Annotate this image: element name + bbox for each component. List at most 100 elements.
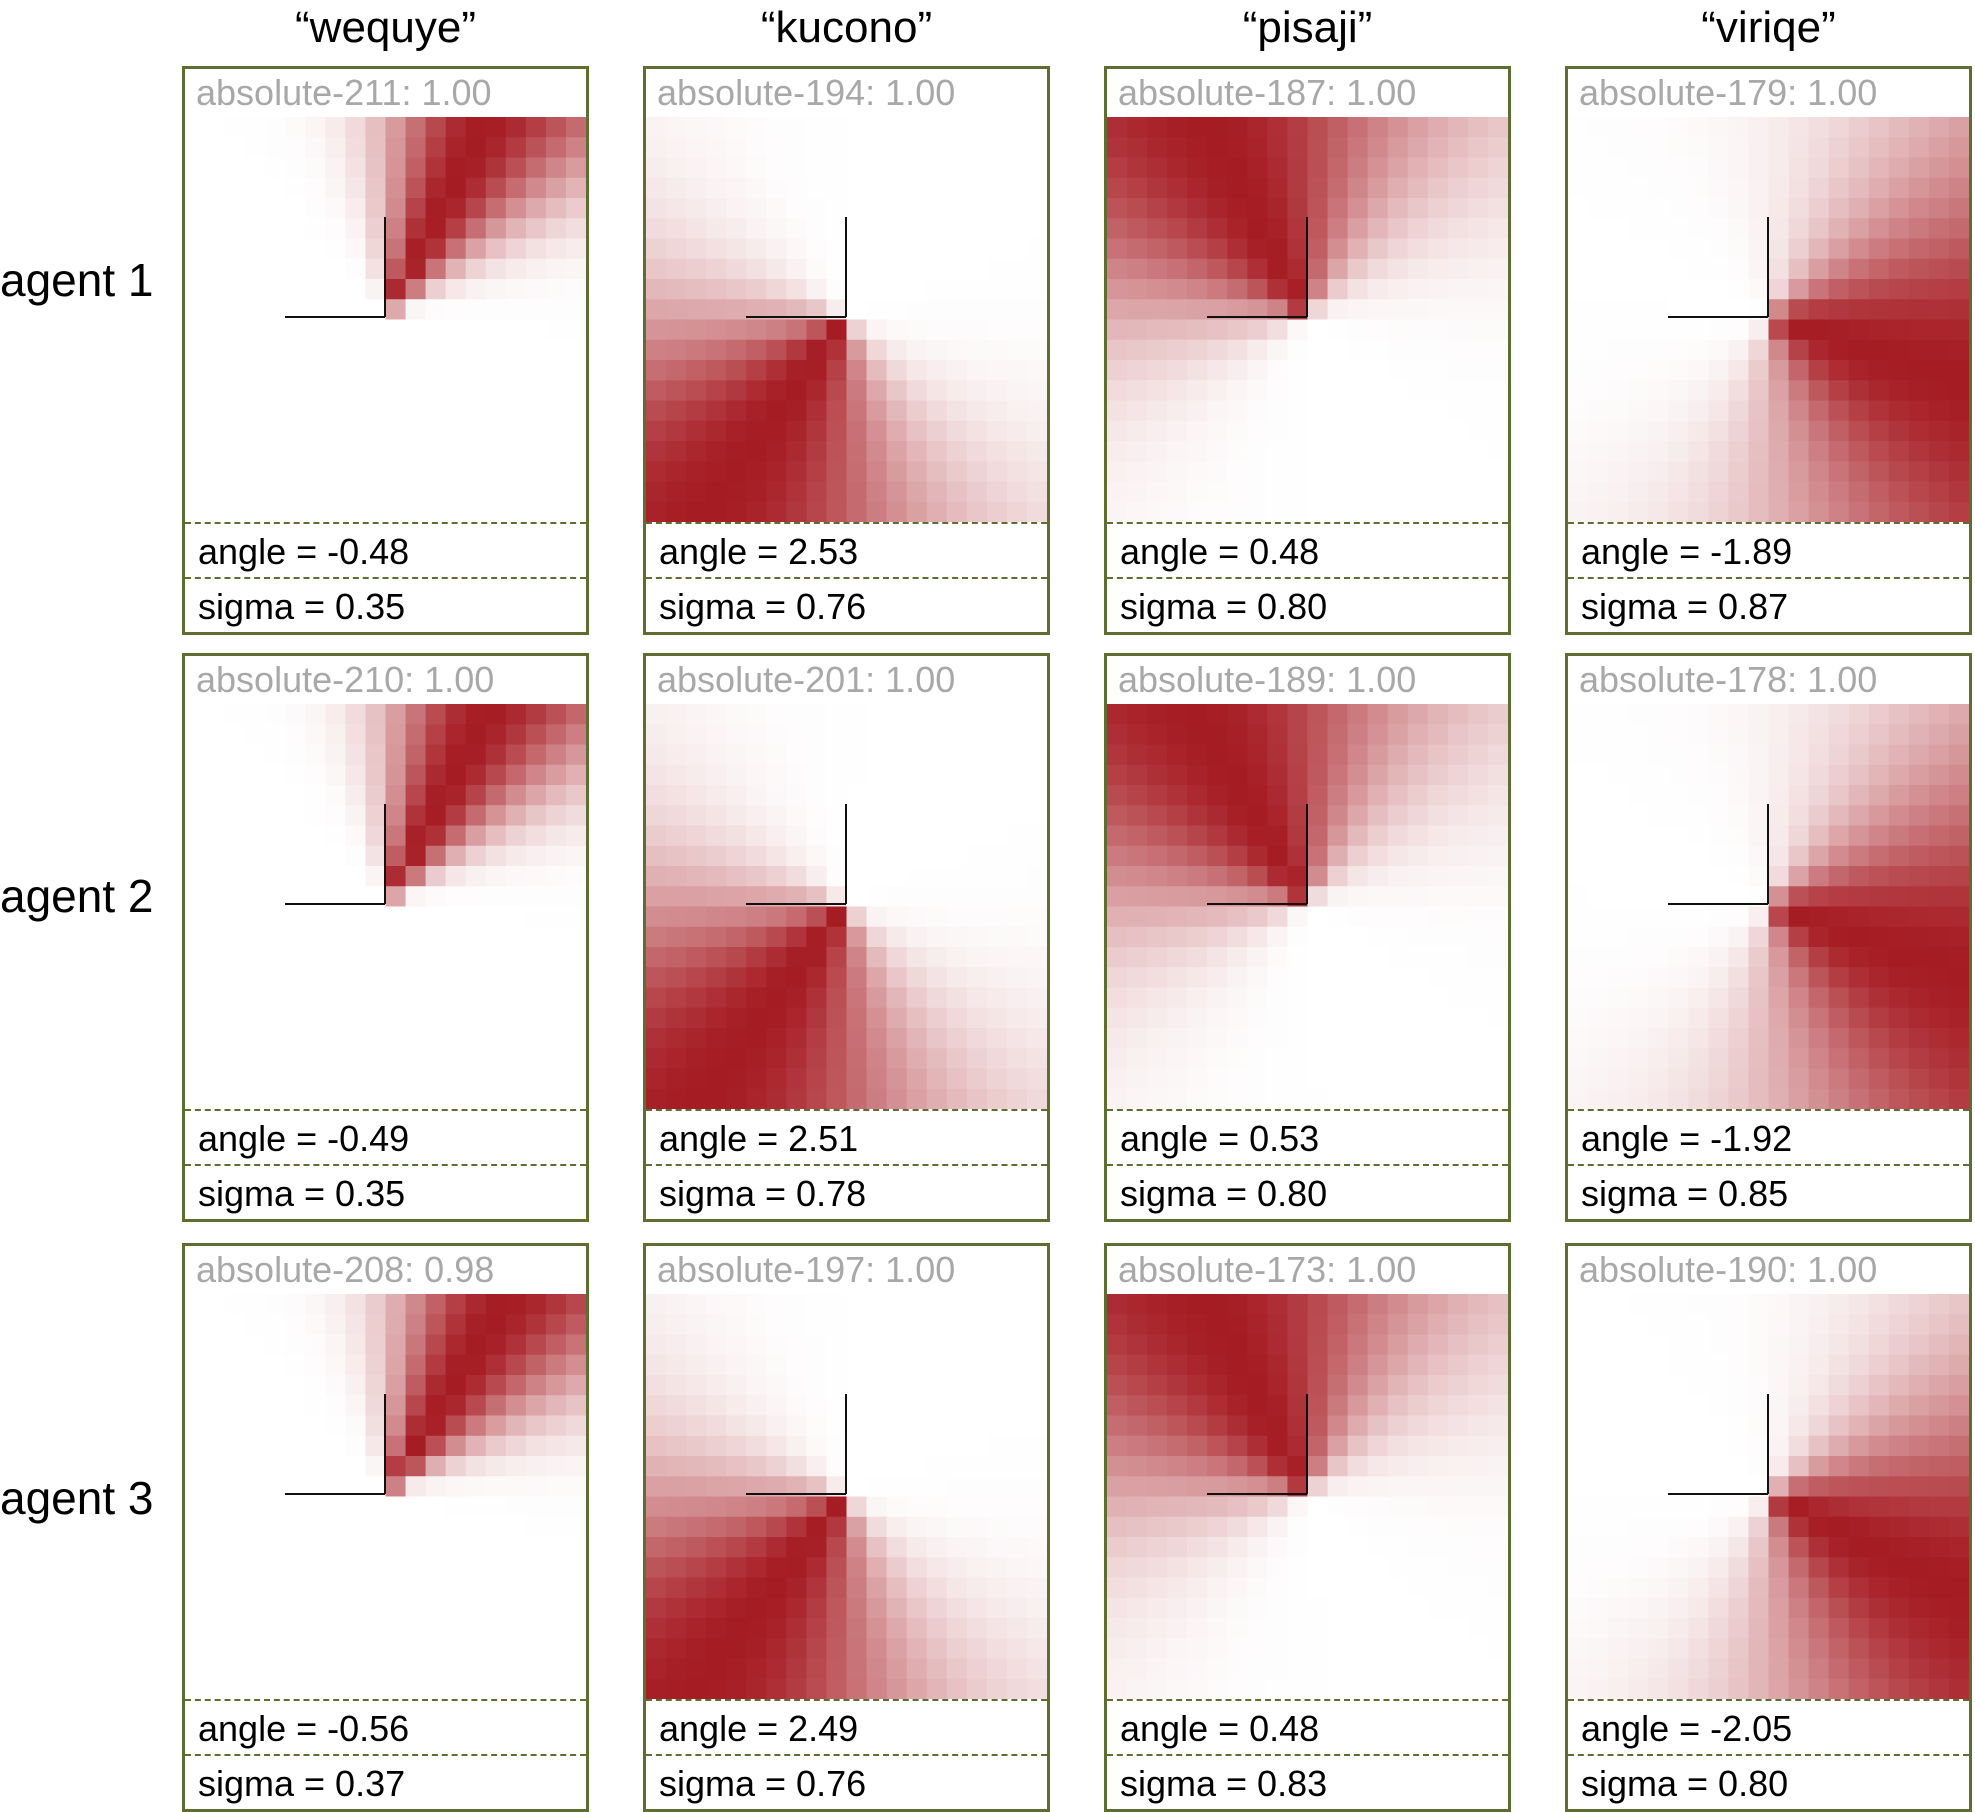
heatmap-cell	[345, 987, 366, 1009]
heatmap-cell	[1748, 279, 1769, 300]
heatmap-cell	[285, 400, 306, 422]
heatmap-cell	[826, 117, 847, 138]
heatmap-cell	[1387, 926, 1409, 948]
heatmap-cell	[1868, 218, 1890, 239]
heatmap-cell	[525, 258, 547, 280]
heatmap-cell	[1568, 1375, 1589, 1396]
heatmap-cell	[1247, 764, 1268, 786]
heatmap-cell	[1588, 1638, 1609, 1659]
heatmap-cell	[545, 967, 567, 988]
heatmap-cell	[1207, 947, 1228, 968]
heatmap-cell	[1888, 1678, 1910, 1699]
heatmap-cell	[846, 1435, 867, 1457]
heatmap-cell	[946, 177, 968, 199]
heatmap-cell	[686, 704, 707, 725]
heatmap-cell	[345, 1577, 366, 1599]
heatmap-cell	[485, 1354, 507, 1376]
heatmap-cell	[1387, 805, 1409, 826]
heatmap-cell	[445, 825, 467, 847]
heatmap-cell	[1387, 744, 1409, 766]
heatmap-cell	[1848, 926, 1870, 948]
heatmap-cell	[1668, 1007, 1689, 1029]
heatmap-cell	[465, 1068, 487, 1090]
heatmap-cell	[1427, 1314, 1449, 1335]
heatmap-cell	[1167, 441, 1188, 462]
heatmap-cell	[646, 1375, 667, 1396]
heatmap-cell	[305, 360, 326, 381]
heatmap-cell	[1287, 238, 1308, 260]
heatmap-cell	[906, 1516, 928, 1538]
heatmap-cell	[906, 1334, 928, 1356]
heatmap-cell	[1708, 360, 1729, 381]
heatmap-cell	[746, 866, 767, 887]
heatmap-cell	[1367, 461, 1389, 482]
heatmap-cell	[465, 400, 487, 422]
heatmap-cell	[686, 258, 707, 280]
heatmap-cell	[1628, 1597, 1649, 1619]
heatmap-cell	[1668, 1415, 1689, 1437]
heatmap-cell	[826, 1354, 847, 1376]
heatmap-cell	[1167, 1496, 1188, 1518]
heatmap-cell	[1307, 1354, 1328, 1376]
panel-r1-c3: absolute-187: 1.00 angle = 0.48 sigma = 0.…	[1104, 66, 1511, 635]
heatmap-cell	[806, 805, 827, 826]
heatmap-cell	[1367, 481, 1389, 503]
heatmap-cell	[726, 1618, 747, 1639]
heatmap-cell	[906, 1537, 928, 1558]
heatmap-cell	[465, 1537, 487, 1558]
heatmap-cell	[946, 1068, 968, 1090]
heatmap-cell	[1668, 1334, 1689, 1356]
heatmap-cell	[1287, 1678, 1308, 1699]
heatmap-cell	[846, 380, 867, 401]
heatmap-cell	[1247, 906, 1268, 928]
heatmap-cell	[726, 704, 747, 725]
heatmap-cell	[1608, 1048, 1629, 1069]
heatmap-cell	[1006, 1476, 1028, 1497]
heatmap-cell	[906, 380, 928, 401]
heatmap-cell	[1908, 1354, 1930, 1376]
heatmap-cell	[1788, 420, 1809, 442]
heatmap-cell	[1848, 886, 1870, 907]
heatmap-cell	[1588, 218, 1609, 239]
heatmap-cell	[1588, 198, 1609, 219]
heatmap-cell	[465, 1294, 487, 1315]
heatmap-cell	[325, 1557, 346, 1578]
heatmap-cell	[445, 1375, 467, 1396]
heatmap-cell	[1828, 1516, 1850, 1538]
heatmap-cell	[305, 1476, 326, 1497]
heatmap-cell	[405, 845, 426, 867]
heatmap-cell	[285, 1496, 306, 1518]
heatmap-cell	[1928, 441, 1950, 462]
heatmap-cell	[986, 1577, 1008, 1599]
heatmap-cell	[926, 117, 948, 138]
heatmap-cell	[205, 1375, 226, 1396]
heatmap-cell	[826, 1597, 847, 1619]
heatmap-cell	[946, 1638, 968, 1659]
heatmap-cell	[365, 1577, 386, 1599]
heatmap-cell	[245, 177, 266, 199]
heatmap-cell	[806, 1068, 827, 1090]
heatmap-cell	[1327, 1435, 1348, 1457]
heatmap-cell	[746, 1597, 767, 1619]
heatmap-cell	[1948, 1557, 1969, 1578]
heatmap-cell	[1648, 1638, 1669, 1659]
heatmap-cell	[966, 360, 988, 381]
heatmap-cell	[1928, 866, 1950, 887]
panel-r1-c2: absolute-194: 1.00 angle = 2.53 sigma = 0.…	[643, 66, 1050, 635]
heatmap-cell	[1367, 238, 1389, 260]
heatmap-cell	[1487, 1068, 1508, 1090]
heatmap-cell	[886, 764, 908, 786]
heatmap-cell	[666, 1294, 687, 1315]
heatmap-cell	[485, 1028, 507, 1049]
heatmap-cell	[1768, 1314, 1789, 1335]
heatmap-cell	[1327, 420, 1348, 442]
heatmap-cell	[946, 380, 968, 401]
heatmap-cell	[485, 1435, 507, 1457]
heatmap-cell	[1327, 360, 1348, 381]
heatmap-cell	[285, 886, 306, 907]
heatmap-cell	[465, 926, 487, 948]
heatmap-cell	[686, 845, 707, 867]
heatmap-cell	[1187, 1476, 1208, 1497]
heatmap-cell	[726, 1658, 747, 1680]
heatmap-cell	[1327, 1048, 1348, 1069]
